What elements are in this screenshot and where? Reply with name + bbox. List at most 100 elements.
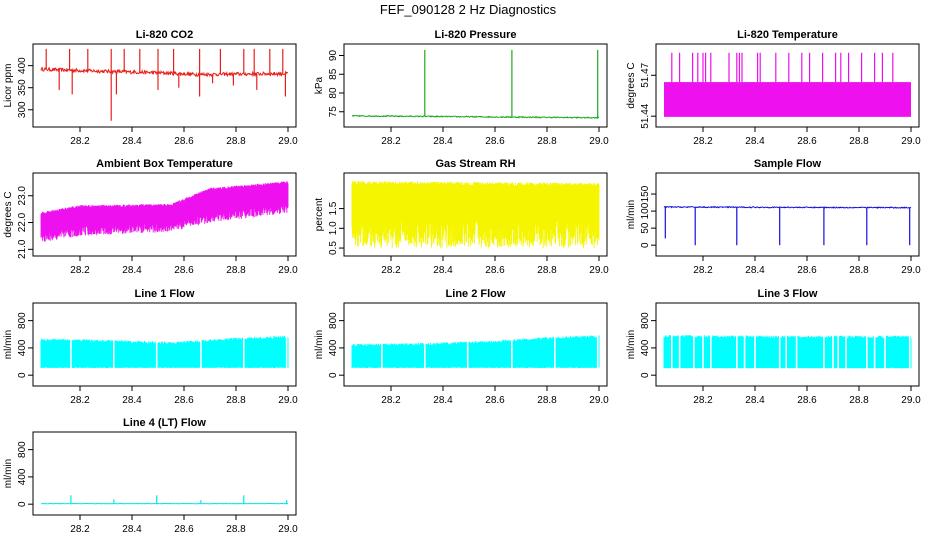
x-tick-label: 28.2: [693, 265, 713, 276]
plot-frame: [32, 302, 297, 387]
y-tick-label: 51.44: [640, 103, 651, 128]
x-tick-label: 29.0: [901, 395, 921, 406]
y-tick-label: 400: [17, 468, 28, 485]
x-tick-label: 28.2: [381, 136, 401, 147]
line3-series: [663, 332, 912, 371]
y-axis-label: degrees C: [626, 62, 637, 108]
x-tick-label: 28.8: [849, 395, 869, 406]
x-tick-label: 29.0: [278, 265, 298, 276]
y-axis-label: kPa: [314, 76, 325, 94]
plot-frame: [32, 43, 297, 128]
licor_temp-series: [664, 52, 911, 117]
y-tick-label: 23.0: [17, 186, 28, 206]
y-axis-label: ml/min: [626, 330, 637, 359]
panel-title: Li-820 Pressure: [435, 29, 517, 41]
y-tick-label: 85: [328, 68, 339, 80]
plot-frame: [32, 431, 297, 516]
x-tick-label: 28.6: [174, 136, 194, 147]
x-tick-label: 28.2: [70, 265, 90, 276]
y-tick-label: 0: [328, 372, 339, 378]
co2-line: [40, 66, 289, 78]
plot-frame: [655, 172, 920, 257]
x-tick-label: 28.4: [433, 395, 453, 406]
x-tick-label: 28.2: [70, 136, 90, 147]
x-tick-label: 28.6: [174, 265, 194, 276]
rh-trace: [351, 181, 600, 248]
panel-pressure: Li-820 Pressure 28.2 28.4 28.6 28.8 29.0 75 80 8…: [314, 29, 609, 147]
y-tick-label: 80: [328, 87, 339, 99]
x-tick-label: 28.4: [122, 395, 142, 406]
line3-band: [663, 335, 912, 369]
x-tick-label: 28.8: [226, 395, 246, 406]
x-tick-label: 28.6: [174, 395, 194, 406]
panel-line1: Line 1 Flow 28.2 28.4 28.6 28.8 29.0 0 400 800ml…: [3, 288, 298, 406]
x-tick-label: 29.0: [589, 395, 609, 406]
x-tick-label: 28.8: [226, 524, 246, 535]
y-tick-label: 21.0: [17, 239, 28, 259]
y-tick-label: 400: [640, 339, 651, 356]
plot-frame: [32, 172, 297, 257]
y-tick-label: 1.5: [328, 201, 339, 215]
y-axis-label: Licor ppm: [3, 64, 14, 108]
panel-line2: Line 2 Flow 28.2 28.4 28.6 28.8 29.0 0 400 800ml…: [314, 288, 609, 406]
plot-frame: [343, 302, 608, 387]
y-tick-label: 800: [17, 441, 28, 458]
x-tick-label: 28.6: [485, 136, 505, 147]
y-axis-label: ml/min: [3, 459, 14, 488]
y-axis-label: degrees C: [3, 191, 14, 237]
y-tick-label: 800: [640, 312, 651, 329]
x-tick-label: 28.2: [693, 136, 713, 147]
x-tick-label: 28.8: [537, 395, 557, 406]
y-tick-label: 400: [17, 57, 28, 74]
licor_temp-band: [664, 82, 911, 117]
x-tick-label: 28.8: [537, 265, 557, 276]
x-tick-label: 28.2: [381, 265, 401, 276]
y-tick-label: 90: [328, 50, 339, 62]
x-tick-label: 29.0: [278, 395, 298, 406]
y-tick-label: 150: [640, 185, 651, 202]
x-tick-label: 28.2: [70, 395, 90, 406]
panel-title: Ambient Box Temperature: [96, 158, 233, 170]
panel-title: Line 2 Flow: [446, 288, 506, 300]
sample_flow-series: [663, 205, 912, 246]
line1-band: [40, 335, 289, 368]
y-axis-label: ml/min: [626, 200, 637, 229]
x-tick-label: 28.4: [122, 265, 142, 276]
y-axis-label: percent: [314, 198, 325, 232]
panel-title: Line 3 Flow: [758, 288, 818, 300]
x-tick-label: 28.4: [433, 265, 453, 276]
panel-sample_flow: Sample Flow 28.2 28.4 28.6 28.8 29.0 0 50 100150…: [626, 158, 921, 276]
x-tick-label: 28.6: [174, 524, 194, 535]
x-tick-label: 29.0: [278, 524, 298, 535]
x-tick-label: 28.6: [797, 265, 817, 276]
y-tick-label: 51.47: [640, 62, 651, 87]
plot-frame: [343, 43, 608, 128]
plot-frame: [655, 302, 920, 387]
line2-band: [351, 335, 600, 368]
y-axis-label: ml/min: [314, 330, 325, 359]
line2-series: [351, 332, 600, 370]
pressure-series: [351, 49, 600, 120]
x-tick-label: 29.0: [589, 265, 609, 276]
y-axis-label: ml/min: [3, 330, 14, 359]
x-tick-label: 28.2: [70, 524, 90, 535]
y-tick-label: 300: [17, 101, 28, 118]
y-tick-label: 0: [640, 242, 651, 248]
panel-rh: Gas Stream RH 28.2 28.4 28.6 28.8 29.0 0.5 1.0 1…: [314, 158, 609, 276]
panel-co2: Li-820 CO2 28.2 28.4 28.6 28.8 29.0 300 350 400L…: [3, 29, 298, 147]
co2-series: [40, 48, 289, 121]
rh-series: [351, 181, 600, 248]
x-tick-label: 28.6: [485, 265, 505, 276]
y-tick-label: 800: [17, 312, 28, 329]
panel-box_temp: Ambient Box Temperature 28.2 28.4 28.6 28.8 2…: [3, 158, 298, 276]
y-tick-label: 800: [328, 312, 339, 329]
x-tick-label: 28.2: [693, 395, 713, 406]
sample_flow-line: [663, 205, 912, 210]
panel-line4: Line 4 (LT) Flow 28.2 28.4 28.6 28.8 29.0 0 400…: [3, 417, 298, 535]
figure-title: FEF_090128 2 Hz Diagnostics: [380, 2, 557, 17]
x-tick-label: 28.6: [797, 136, 817, 147]
y-tick-label: 50: [640, 222, 651, 234]
y-tick-label: 400: [17, 339, 28, 356]
x-tick-label: 29.0: [278, 136, 298, 147]
